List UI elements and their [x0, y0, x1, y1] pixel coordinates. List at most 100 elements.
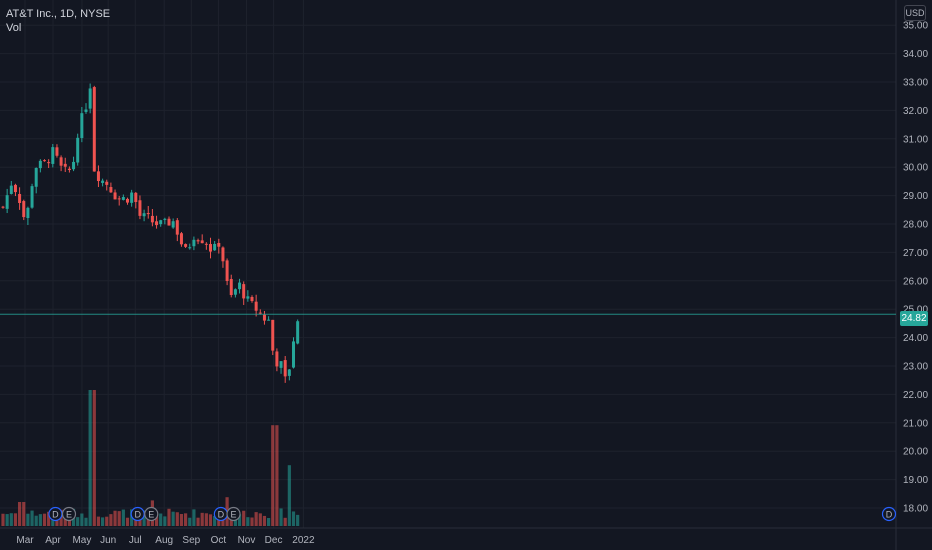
candle-down [109, 187, 113, 193]
candle-down [117, 198, 121, 200]
volume-bar [121, 509, 125, 526]
svg-text:E: E [66, 510, 72, 520]
volume-bar [188, 517, 192, 526]
volume-bar [271, 425, 275, 526]
volume-bar [213, 515, 217, 526]
price-tick-label: 26.00 [903, 276, 928, 287]
candle-down [184, 244, 188, 247]
candle-down [146, 213, 150, 215]
volume-bar [262, 515, 267, 526]
candle-up [101, 180, 105, 183]
time-tick-label: Oct [211, 535, 227, 546]
svg-text:E: E [231, 510, 237, 520]
candle-down [167, 218, 171, 226]
candle-down [229, 279, 233, 295]
volume-bar [279, 508, 283, 526]
dividend-marker[interactable]: D [130, 506, 145, 522]
price-tick-label: 29.00 [903, 191, 928, 202]
candle-down [43, 160, 46, 162]
volume-bar [80, 513, 84, 526]
price-tick-label: 20.00 [903, 447, 928, 458]
volume-bar [101, 517, 105, 526]
candle-down [221, 247, 225, 262]
volume-bar [291, 511, 296, 526]
time-tick-label: May [72, 535, 91, 546]
volume-bar [84, 517, 88, 526]
candle-up [130, 192, 134, 203]
dividend-marker[interactable]: D [213, 506, 228, 522]
earnings-marker[interactable]: E [144, 506, 159, 522]
volume-bar [275, 425, 279, 526]
price-tick-label: 23.00 [903, 362, 928, 373]
volume-bar [47, 511, 51, 526]
candle-up [30, 186, 34, 208]
volume-bar [96, 516, 101, 526]
price-tick-label: 33.00 [903, 78, 928, 89]
candle-up [267, 319, 271, 321]
candle-down [55, 147, 59, 156]
candle-up [246, 296, 250, 299]
candle-down [155, 221, 159, 226]
candle-up [38, 160, 42, 169]
earnings-marker[interactable]: E [61, 506, 77, 522]
volume-bar [42, 513, 47, 526]
price-tick-label: 21.00 [903, 418, 928, 429]
volume-bar [26, 513, 30, 526]
volume-bar [142, 510, 146, 526]
volume-bar [117, 511, 121, 526]
svg-text:E: E [148, 510, 154, 520]
candle-down [242, 284, 246, 299]
volume-bar [38, 514, 42, 526]
earnings-marker[interactable]: E [226, 506, 241, 522]
price-tick-label: 30.00 [903, 163, 928, 174]
candle-down [283, 360, 287, 377]
volume-bar [105, 516, 109, 526]
candle-down [22, 201, 26, 218]
volume-bar [200, 512, 204, 526]
candle-up [188, 247, 192, 249]
time-tick-label: Sep [182, 535, 200, 546]
candle-up [233, 289, 237, 295]
svg-text:D: D [134, 510, 141, 520]
candle-up [72, 161, 76, 170]
candle-down [96, 171, 100, 182]
candle-up [34, 167, 38, 187]
candle-down [179, 233, 183, 245]
volume-bar [18, 502, 22, 526]
candle-up [80, 113, 84, 139]
candle-down [138, 200, 142, 216]
candle-up [5, 195, 9, 209]
candle-up [9, 185, 13, 194]
volume-bar [258, 513, 262, 526]
volume-bar [76, 517, 80, 526]
candle-down [271, 319, 275, 351]
candle-down [134, 192, 138, 203]
candle-down [92, 87, 96, 172]
volume-bar [154, 513, 159, 526]
volume-bar [92, 390, 96, 526]
volume-bar [5, 514, 9, 526]
volume-bar [171, 511, 175, 526]
volume-bar [175, 512, 179, 526]
price-tick-label: 32.00 [903, 106, 928, 117]
candle-up [142, 213, 146, 217]
volume-bar [113, 510, 117, 526]
volume-bar [242, 510, 246, 526]
price-tick-label: 34.00 [903, 49, 928, 60]
candle-down [126, 198, 129, 203]
volume-bar [9, 513, 13, 526]
dividend-marker[interactable]: D [48, 506, 63, 522]
price-tick-label: 22.00 [903, 390, 928, 401]
dividend-marker[interactable]: D [881, 506, 897, 522]
currency-selector[interactable]: USD [904, 5, 926, 21]
candle-up [163, 218, 167, 220]
svg-text:D: D [886, 510, 893, 520]
candle-up [84, 109, 88, 112]
candle-down [258, 312, 262, 314]
candle-down [275, 351, 279, 367]
volume-bar [246, 517, 250, 526]
price-tick-label: 27.00 [903, 248, 928, 259]
candle-up [88, 88, 92, 109]
svg-text:D: D [52, 510, 59, 520]
